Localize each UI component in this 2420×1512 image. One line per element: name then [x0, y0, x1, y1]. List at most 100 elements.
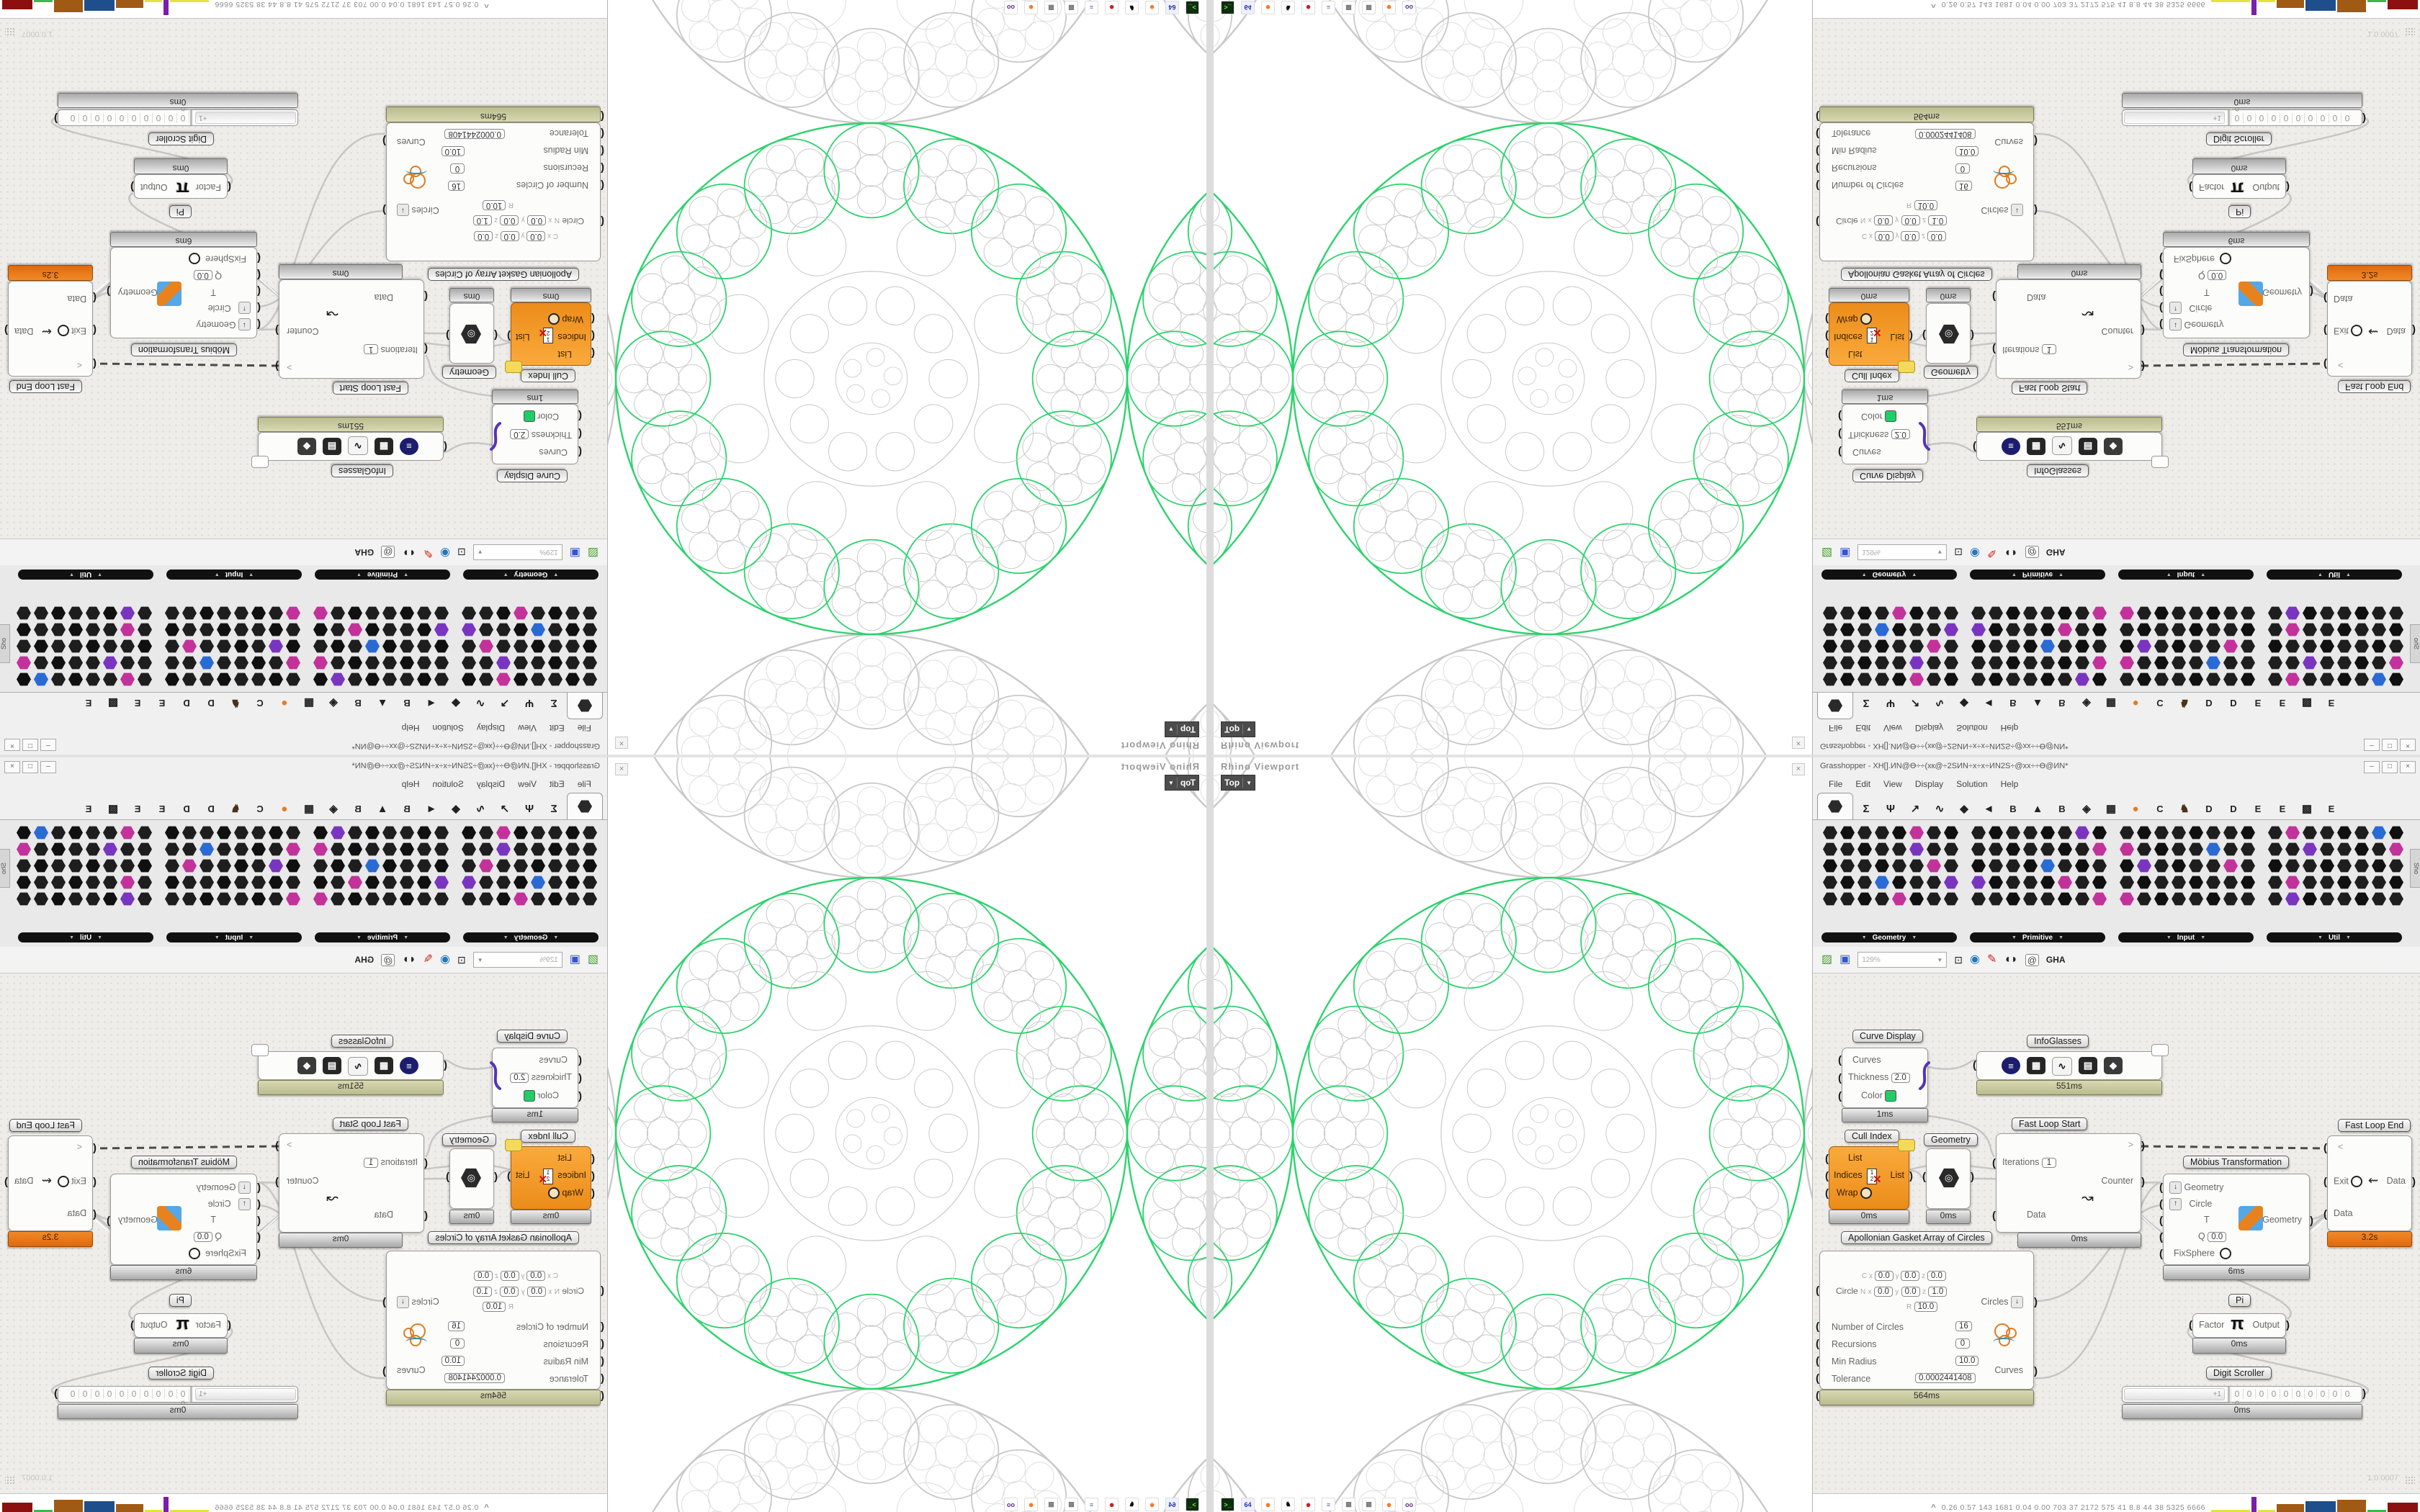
component-icon[interactable]	[2058, 623, 2072, 636]
menu-item-view[interactable]: View	[518, 779, 537, 789]
c-z[interactable]: 0.0	[474, 231, 493, 241]
menu-item-file[interactable]: File	[577, 779, 591, 789]
component-icon[interactable]	[2320, 672, 2334, 686]
node-label-cull-index[interactable]: Cull Index	[521, 369, 575, 382]
component-icon[interactable]	[2320, 656, 2334, 670]
component-icon[interactable]	[269, 623, 283, 636]
component-icon[interactable]	[331, 842, 345, 856]
component-icon[interactable]	[1971, 606, 1986, 620]
node-infoglasses[interactable]: ( ≡ ▦ ∿ ▤ ◆	[258, 432, 447, 461]
emulator-64-icon[interactable]: 64	[1165, 1, 1179, 14]
resize-grip[interactable]	[2405, 27, 2415, 36]
component-tab-2[interactable]: Ψ	[1886, 802, 1896, 815]
puzzle-icon-2[interactable]: ▦	[1044, 1498, 1058, 1511]
param-value[interactable]: 16	[448, 1321, 465, 1331]
component-tab-4[interactable]: ∿	[475, 803, 485, 815]
component-icon[interactable]	[479, 859, 493, 873]
component-icon[interactable]	[165, 656, 179, 670]
component-icon[interactable]	[1927, 623, 1941, 636]
component-icon[interactable]	[2206, 606, 2220, 620]
component-icon[interactable]	[2172, 876, 2186, 889]
component-icon[interactable]	[1927, 606, 1941, 620]
component-tab-7[interactable]: B	[403, 803, 411, 814]
component-icon[interactable]	[2337, 826, 2352, 840]
component-icon[interactable]	[1840, 656, 1855, 670]
digit-cell[interactable]: 0	[2267, 1389, 2280, 1399]
node-infoglasses[interactable]: ( ≡ ▦ ∿ ▤ ◆	[258, 1051, 447, 1080]
component-icon[interactable]	[417, 623, 431, 636]
headphones-icon[interactable]: ◖◗	[402, 953, 416, 966]
at-badge-icon[interactable]: @	[381, 953, 395, 966]
digit-cell[interactable]: 0	[2255, 113, 2267, 123]
digit-cell[interactable]: 0	[2292, 1389, 2304, 1399]
viewport-close-button[interactable]: ×	[615, 737, 628, 749]
component-icon[interactable]	[2223, 859, 2238, 873]
component-icon[interactable]	[251, 876, 266, 889]
component-tab-3[interactable]: ↗	[500, 697, 510, 709]
digit-cell[interactable]: 0	[67, 1389, 79, 1399]
component-icon[interactable]	[34, 842, 48, 856]
component-tab-20[interactable]: E	[2328, 803, 2335, 814]
component-icon[interactable]	[234, 623, 248, 636]
digit-cell[interactable]: 0	[153, 1389, 165, 1399]
component-icon[interactable]	[479, 892, 493, 906]
component-tab-18[interactable]: E	[134, 803, 141, 814]
component-icon[interactable]	[2092, 842, 2107, 856]
menu-item-solution[interactable]: Solution	[432, 779, 464, 789]
component-icon[interactable]	[531, 639, 545, 653]
close-button[interactable]: ×	[4, 761, 20, 773]
component-icon[interactable]	[1892, 842, 1906, 856]
component-icon[interactable]	[1823, 639, 1837, 653]
node-apollonian[interactable]: ( C x 0.0 y 0.0 z 0.0 Circle N x 0.0 y 0…	[382, 109, 604, 261]
component-icon[interactable]	[34, 623, 48, 636]
component-icon[interactable]	[2206, 859, 2220, 873]
expand-stats-icon[interactable]: ^	[484, 1503, 489, 1512]
component-icon[interactable]	[2303, 876, 2317, 889]
component-icon[interactable]	[583, 656, 597, 670]
component-icon[interactable]	[2337, 623, 2352, 636]
palette-group-label[interactable]: ▼ Input ▼	[2118, 932, 2254, 942]
component-icon[interactable]	[2354, 859, 2369, 873]
digit-cell[interactable]: 0	[2243, 1389, 2255, 1399]
component-icon[interactable]	[200, 876, 214, 889]
node-label-infoglasses[interactable]: InfoGlasses	[2027, 464, 2089, 477]
node-label-fast-loop-start[interactable]: Fast Loop Start	[2012, 1117, 2088, 1130]
component-icon[interactable]	[251, 623, 266, 636]
palette-group-label[interactable]: ▼ Util ▼	[18, 932, 153, 942]
component-icon[interactable]	[434, 672, 449, 686]
component-icon[interactable]	[1971, 672, 1986, 686]
component-icon[interactable]	[2285, 826, 2300, 840]
thickness-value[interactable]: 2.0	[510, 1073, 529, 1083]
puzzle-icon-2[interactable]: ▦	[1044, 1, 1058, 14]
node-curve-display[interactable]: ( ( ( Curves Thickness 2.0 Color	[490, 404, 582, 464]
component-icon[interactable]	[2389, 656, 2403, 670]
component-icon[interactable]	[2354, 842, 2369, 856]
component-icon[interactable]	[165, 672, 179, 686]
menu-item-solution[interactable]: Solution	[432, 723, 464, 733]
component-icon[interactable]	[269, 672, 283, 686]
component-tab-8[interactable]: ▲	[377, 802, 388, 815]
component-icon[interactable]	[400, 656, 414, 670]
component-icon[interactable]	[583, 623, 597, 636]
at-badge-icon[interactable]: @	[381, 546, 395, 559]
component-icon[interactable]	[286, 639, 300, 653]
minimize-button[interactable]: –	[2364, 739, 2380, 751]
component-icon[interactable]	[51, 859, 66, 873]
component-icon[interactable]	[348, 639, 362, 653]
component-icon[interactable]	[2223, 656, 2238, 670]
component-icon[interactable]	[382, 672, 397, 686]
thickness-value[interactable]: 2.0	[1891, 429, 1910, 439]
component-icon[interactable]	[1875, 859, 1889, 873]
component-icon[interactable]	[479, 639, 493, 653]
component-tab-15[interactable]: D	[2205, 698, 2213, 709]
node-pi[interactable]: ( ) Factor π Output	[130, 1313, 231, 1338]
node-label-mobius[interactable]: Möbius Transformation	[130, 1156, 237, 1169]
component-icon[interactable]	[217, 859, 231, 873]
puzzle-icon-2[interactable]: ▦	[1362, 1, 1376, 14]
component-icon[interactable]	[200, 656, 214, 670]
component-icon[interactable]	[417, 606, 431, 620]
digit-cell[interactable]: 0	[2304, 1389, 2316, 1399]
component-icon[interactable]	[2058, 672, 2072, 686]
component-icon[interactable]	[565, 892, 580, 906]
